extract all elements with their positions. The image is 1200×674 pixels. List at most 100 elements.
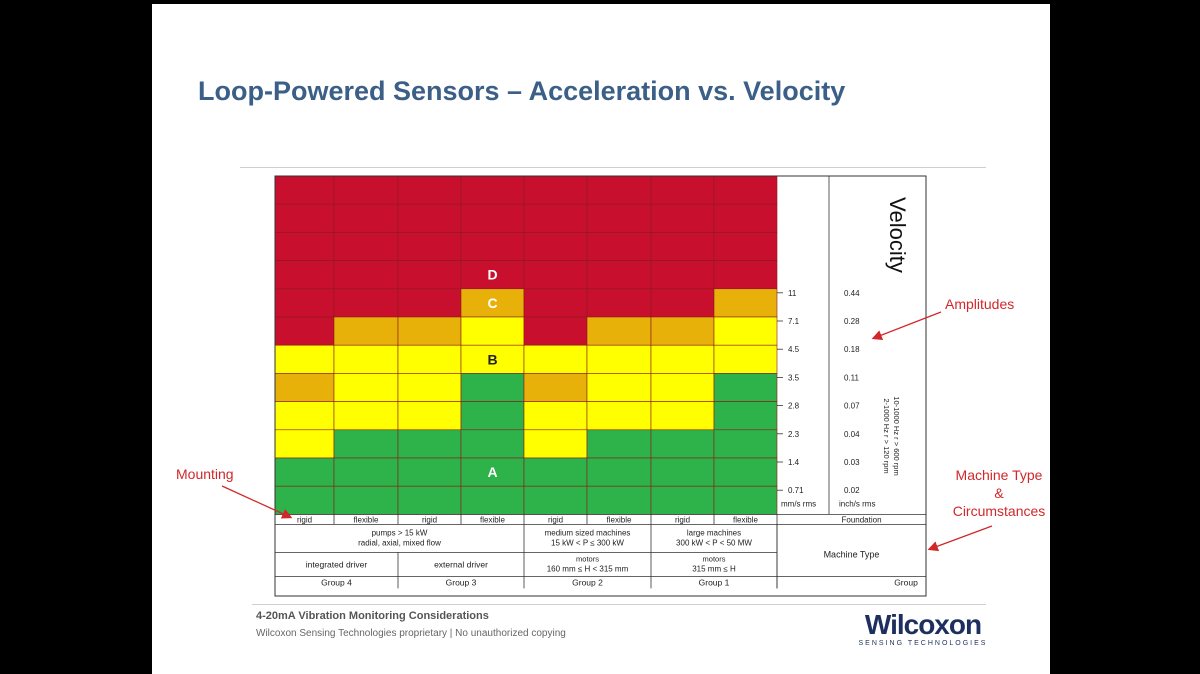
zone-cell-A xyxy=(586,429,652,459)
zone-cell-A xyxy=(460,485,525,515)
zone-cell-D xyxy=(333,175,399,205)
foundation-cell: rigid xyxy=(422,515,437,524)
foundation-cell: rigid xyxy=(297,515,312,524)
zone-cell-A xyxy=(274,485,335,515)
zone-cell-B xyxy=(274,429,335,459)
group-cell: Group 4 xyxy=(321,577,352,587)
zone-cell-A xyxy=(523,457,588,487)
zone-cell-D xyxy=(397,288,462,318)
zone-cell-B xyxy=(523,429,588,459)
zone-cell-A xyxy=(713,457,778,487)
mm-value: 3.5 xyxy=(788,373,800,382)
zone-cell-A xyxy=(397,485,462,515)
zone-cell-D xyxy=(274,316,335,346)
zone-cell-B xyxy=(274,401,335,431)
amplitudes-annotation: Amplitudes xyxy=(945,296,1015,312)
zone-cell-D xyxy=(397,260,462,290)
zone-cell-A xyxy=(333,457,399,487)
zone-cell-C xyxy=(397,316,462,346)
chart-table xyxy=(274,175,927,597)
title-divider xyxy=(240,167,986,168)
zone-cell-B xyxy=(460,316,525,346)
mm-value: 0.71 xyxy=(788,486,804,495)
foundation-cell: flexible xyxy=(354,515,379,524)
zone-cell-D xyxy=(274,260,335,290)
zone-cell-D xyxy=(460,175,525,205)
mm-unit: mm/s rms xyxy=(781,499,816,508)
inch-value: 0.28 xyxy=(844,317,860,326)
machine-type-cell: pumps > 15 kW xyxy=(372,528,428,537)
zone-cell-A xyxy=(713,373,778,402)
zone-cell-D xyxy=(650,260,715,290)
zone-cell-D xyxy=(713,175,778,205)
amplitude-scale: 11 0.44 7.1 0.28 4.5 0.18 3.5 0.11 2.8 0.07 2.3 0.0… xyxy=(777,197,910,508)
zone-cell-D xyxy=(333,260,399,290)
foundation-cell: flexible xyxy=(607,515,632,524)
zone-cell-D xyxy=(397,175,462,205)
zone-cell-A xyxy=(460,457,525,487)
zone-label-a: A xyxy=(487,464,497,480)
mm-value: 2.3 xyxy=(788,430,800,439)
zone-cell-D xyxy=(586,203,652,233)
zone-label-d: D xyxy=(487,267,497,283)
zone-cell-B xyxy=(397,401,462,431)
zone-cell-D xyxy=(650,288,715,318)
amplitudes-arrow xyxy=(871,311,942,341)
mm-value: 1.4 xyxy=(788,458,800,467)
zone-cell-D xyxy=(274,232,335,261)
machine-type-label: Machine Type xyxy=(824,549,880,559)
zone-cell-D xyxy=(523,175,588,205)
footer-divider xyxy=(252,604,986,605)
foundation-cell: flexible xyxy=(480,515,505,524)
zone-cell-A xyxy=(650,485,715,515)
machine-type-annotation: Machine Type & Circumstances xyxy=(944,466,1054,520)
zone-cell-B xyxy=(397,373,462,402)
zone-cell-D xyxy=(586,260,652,290)
zone-cell-A xyxy=(274,457,335,487)
zone-cell-B xyxy=(523,344,588,374)
vibration-severity-chart: DC B A 11 0.44 7.1 0.28 4.5 0.18 3.5 0.11 2.8 0.07 2… xyxy=(221,175,993,597)
mm-value: 2.8 xyxy=(788,402,800,411)
zone-cell-A xyxy=(333,429,399,459)
machine-type-cell: 15 kW < P ≤ 300 kW xyxy=(551,538,624,547)
zone-cell-A xyxy=(460,373,525,402)
slide-title: Loop-Powered Sensors – Acceleration vs. … xyxy=(198,76,846,106)
zone-cell-D xyxy=(523,316,588,346)
zone-cell-B xyxy=(460,344,525,374)
zone-cell-B xyxy=(274,344,335,374)
zone-cell-B xyxy=(523,401,588,431)
zone-cell-D xyxy=(460,232,525,261)
zone-cell-B xyxy=(397,344,462,374)
zone-cell-D xyxy=(333,288,399,318)
driver-cell: motors xyxy=(576,554,599,563)
zone-cell-C xyxy=(523,373,588,402)
zone-cell-A xyxy=(460,401,525,431)
inch-value: 0.02 xyxy=(844,486,860,495)
zone-cell-D xyxy=(333,232,399,261)
mounting-arrow xyxy=(221,485,293,519)
footer-title: 4-20mA Vibration Monitoring Consideratio… xyxy=(256,610,489,622)
zone-cell-D xyxy=(713,260,778,290)
zone-cell-D xyxy=(586,175,652,205)
zone-cell-B xyxy=(713,344,778,374)
zone-cell-B xyxy=(650,401,715,431)
group-label: Group xyxy=(894,577,918,587)
machine-type-cell: 300 kW < P < 50 MW xyxy=(676,538,752,547)
zone-cell-D xyxy=(650,175,715,205)
zone-cell-D xyxy=(650,232,715,261)
zone-cell-B xyxy=(333,373,399,402)
machine-type-annotation-line2: & xyxy=(994,485,1004,501)
machine-type-annotation-line1: Machine Type xyxy=(955,467,1043,483)
mm-value: 7.1 xyxy=(788,317,800,326)
foundation-cell: rigid xyxy=(675,515,690,524)
zone-cell-B xyxy=(586,344,652,374)
zone-cell-A xyxy=(460,429,525,459)
zone-cell-A xyxy=(650,429,715,459)
zone-cell-D xyxy=(523,288,588,318)
freq-range-2: 2-1000 Hz r > 120 rpm xyxy=(882,398,891,473)
zone-cell-C xyxy=(586,316,652,346)
foundation-cell: rigid xyxy=(548,515,563,524)
zone-cell-D xyxy=(397,203,462,233)
zone-cell-D xyxy=(274,203,335,233)
zone-cell-C xyxy=(650,316,715,346)
